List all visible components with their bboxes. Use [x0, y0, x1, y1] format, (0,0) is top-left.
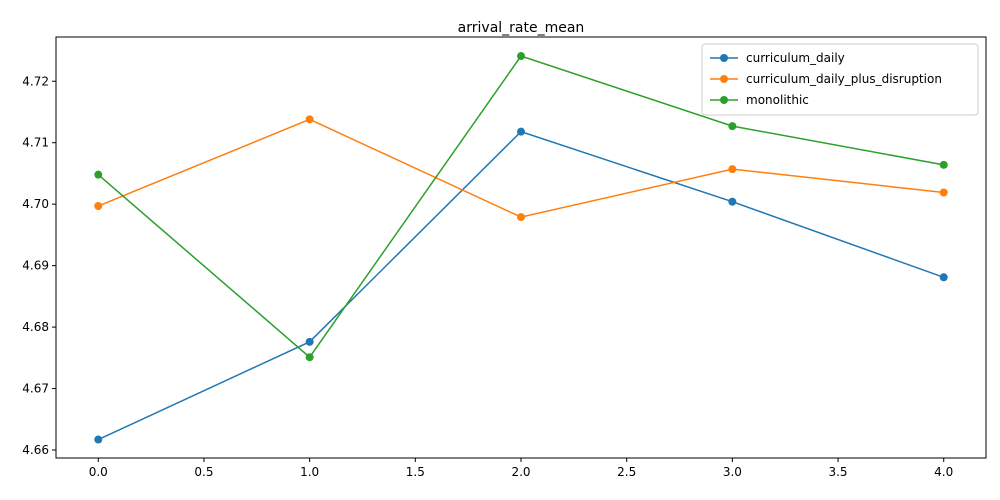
series-curriculum-daily-plus-disruption [94, 115, 948, 222]
data-point [517, 213, 525, 222]
x-tick-label: 1.5 [406, 465, 425, 479]
legend: curriculum_daily curriculum_daily_plus_di… [701, 43, 979, 116]
data-point [94, 202, 103, 211]
data-point [305, 337, 314, 346]
series-curriculum-daily [94, 127, 948, 444]
x-tick-label: 3.0 [723, 465, 742, 479]
legend-label: curriculum_daily [746, 51, 845, 65]
x-axis: 0.0 0.5 1.0 1.5 2.0 2.5 3.0 3.5 4.0 [89, 458, 953, 479]
data-point [728, 165, 737, 174]
y-tick-label: 4.72 [22, 74, 49, 88]
legend-label: monolithic [746, 93, 809, 107]
data-point [939, 160, 948, 169]
data-point [517, 52, 525, 61]
y-axis: 4.66 4.67 4.68 4.69 4.70 4.71 4.72 [22, 74, 56, 457]
x-tick-label: 0.5 [194, 465, 213, 479]
legend-box [701, 43, 979, 116]
y-tick-label: 4.71 [22, 136, 49, 150]
data-point [305, 353, 314, 362]
plot-frame [55, 36, 987, 459]
y-tick-label: 4.69 [22, 259, 49, 273]
x-tick-label: 3.5 [828, 465, 847, 479]
x-tick-label: 2.0 [511, 465, 530, 479]
data-point [728, 122, 737, 131]
y-tick-label: 4.70 [22, 197, 49, 211]
y-tick-label: 4.66 [22, 443, 49, 457]
data-point [728, 197, 737, 206]
legend-item: monolithic [710, 93, 809, 107]
legend-marker [720, 54, 728, 62]
x-tick-label: 1.0 [300, 465, 319, 479]
x-tick-label: 4.0 [934, 465, 953, 479]
data-point [939, 273, 948, 282]
data-point [94, 170, 103, 179]
data-point [94, 435, 103, 444]
legend-label: curriculum_daily_plus_disruption [746, 72, 942, 86]
y-tick-label: 4.68 [22, 320, 49, 334]
x-tick-label: 0.0 [89, 465, 108, 479]
legend-marker [720, 96, 728, 104]
data-point [305, 115, 314, 124]
series-monolithic [94, 52, 948, 362]
chart-title: arrival_rate_mean [458, 20, 585, 36]
data-point [517, 127, 525, 136]
legend-marker [720, 75, 728, 83]
data-point [939, 188, 948, 197]
legend-item: curriculum_daily [710, 51, 845, 65]
y-tick-label: 4.67 [22, 382, 49, 396]
legend-item: curriculum_daily_plus_disruption [710, 72, 942, 86]
x-tick-label: 2.5 [617, 465, 636, 479]
series-layer [94, 52, 948, 444]
